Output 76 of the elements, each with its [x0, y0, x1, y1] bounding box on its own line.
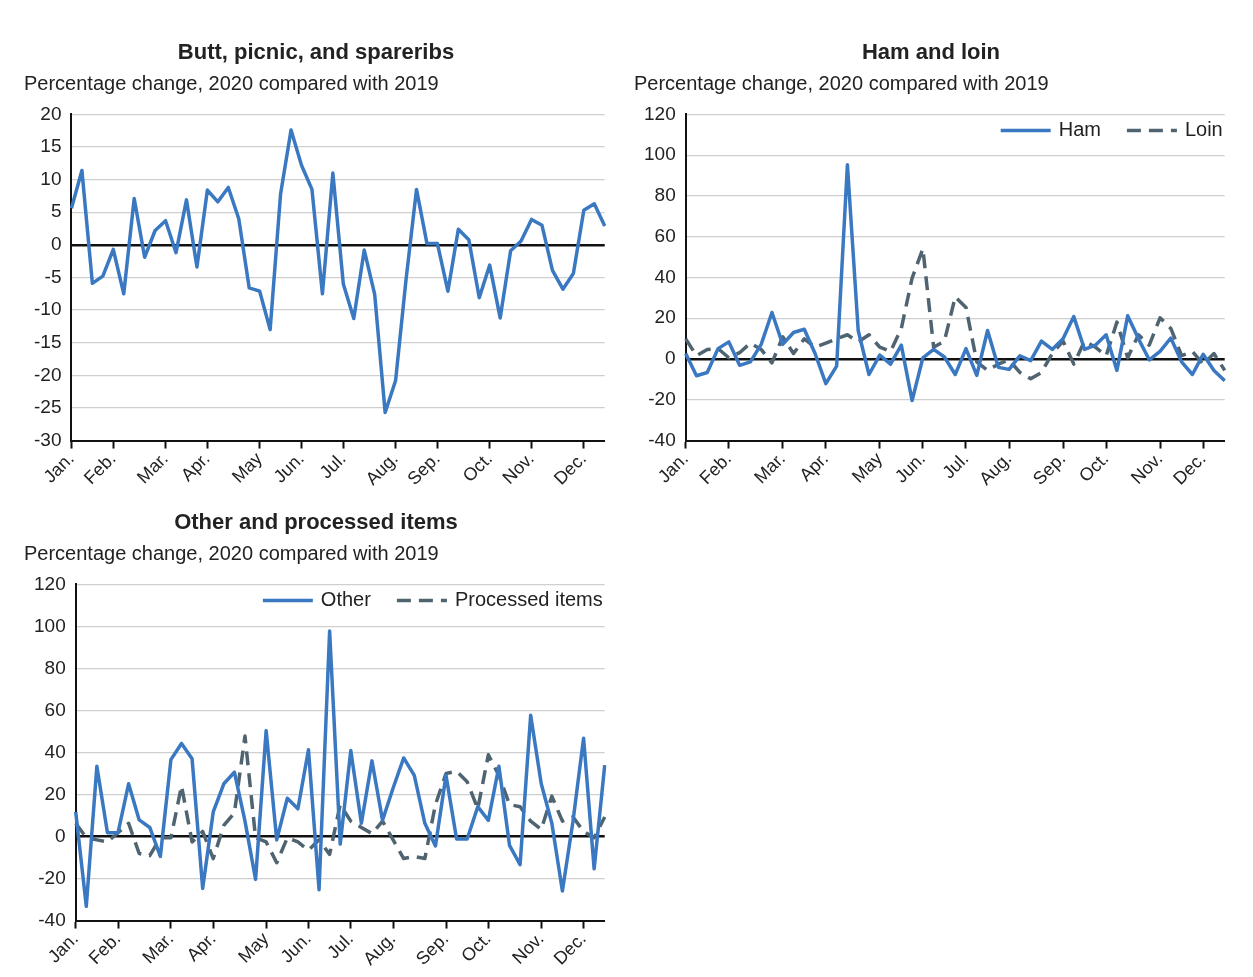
chart-subtitle: Percentage change, 2020 compared with 2019 [634, 71, 1049, 94]
y-tick-label: 20 [44, 782, 66, 804]
x-tick-label: Nov. [1127, 448, 1167, 488]
chart-subtitle: Percentage change, 2020 compared with 2019 [24, 541, 439, 564]
y-tick-label: -20 [38, 866, 66, 888]
y-tick-label: 40 [44, 740, 66, 762]
x-tick-label: Aug. [359, 928, 400, 969]
legend-label: Loin [1184, 117, 1223, 140]
y-tick-label: -25 [33, 396, 62, 418]
x-tick-label: Apr. [182, 928, 220, 966]
y-tick-label: 20 [654, 306, 676, 328]
x-tick-label: Dec. [1169, 448, 1210, 489]
y-tick-label: -40 [38, 908, 66, 930]
x-tick-label: Sep. [1029, 448, 1070, 489]
x-tick-label: Jun. [891, 448, 930, 487]
x-tick-label: Nov. [508, 928, 548, 968]
x-tick-label: Mar. [750, 448, 790, 488]
x-tick-label: Jun. [269, 448, 308, 487]
x-tick-label: Mar. [133, 448, 172, 488]
x-tick-label: Jan. [39, 448, 78, 487]
x-tick-label: Aug. [361, 448, 402, 489]
x-tick-label: May [847, 448, 887, 487]
chart-title: Other and processed items [174, 509, 458, 535]
legend-label: Processed items [454, 587, 603, 610]
y-tick-label: 15 [40, 135, 62, 157]
y-tick-label: 120 [644, 102, 676, 124]
legend-label: Ham [1058, 117, 1101, 140]
x-tick-label: Aug. [975, 448, 1016, 489]
y-tick-label: 120 [34, 572, 66, 594]
x-tick-label: Jan. [653, 448, 693, 487]
y-tick-label: 60 [654, 224, 676, 246]
x-tick-label: Oct. [458, 448, 497, 486]
x-tick-label: Jun. [276, 928, 315, 967]
legend-label: Other [320, 587, 372, 610]
y-tick-label: -5 [44, 265, 62, 287]
y-tick-label: -20 [33, 363, 62, 385]
x-tick-label: Jan. [43, 928, 83, 967]
x-tick-label: Dec. [549, 928, 590, 969]
chart-title: Ham and loin [861, 39, 1001, 65]
y-tick-label: 0 [55, 824, 66, 846]
x-tick-label: Jul. [938, 448, 973, 483]
x-tick-label: Feb. [84, 928, 125, 968]
x-tick-label: Feb. [80, 448, 120, 488]
y-tick-label: 100 [34, 614, 66, 636]
x-tick-label: May [234, 928, 273, 967]
x-tick-label: Oct. [457, 928, 495, 966]
chart-subtitle: Percentage change, 2020 compared with 2019 [24, 71, 439, 94]
x-tick-label: Jul. [315, 448, 350, 483]
y-tick-label: 80 [654, 184, 676, 206]
x-tick-label: Sep. [403, 448, 444, 489]
x-tick-label: May [227, 448, 267, 487]
x-tick-label: Oct. [1074, 448, 1113, 486]
line-series [73, 734, 607, 865]
y-tick-label: 0 [665, 347, 676, 369]
y-tick-label: 0 [50, 233, 62, 255]
y-tick-label: -15 [33, 330, 62, 352]
y-tick-label: -30 [33, 428, 62, 450]
x-tick-label: Nov. [498, 448, 538, 488]
y-tick-label: 5 [50, 200, 62, 222]
x-tick-label: Sep. [412, 928, 453, 969]
y-tick-label: 40 [654, 265, 676, 287]
x-tick-label: Mar. [138, 928, 178, 968]
y-tick-label: -40 [648, 428, 676, 450]
x-tick-label: Apr. [795, 448, 833, 486]
y-tick-label: 60 [44, 698, 66, 720]
y-tick-label: 100 [644, 143, 676, 165]
x-tick-label: Apr. [176, 448, 214, 486]
y-tick-label: 80 [44, 656, 66, 678]
chart-title: Butt, picnic, and spareribs [177, 39, 455, 65]
y-tick-label: 20 [40, 102, 62, 124]
y-tick-label: -10 [33, 298, 62, 320]
y-tick-label: -20 [648, 388, 676, 410]
y-tick-label: 10 [40, 167, 62, 189]
x-tick-label: Feb. [695, 448, 736, 488]
x-tick-label: Dec. [549, 448, 591, 489]
x-tick-label: Jul. [323, 928, 358, 963]
